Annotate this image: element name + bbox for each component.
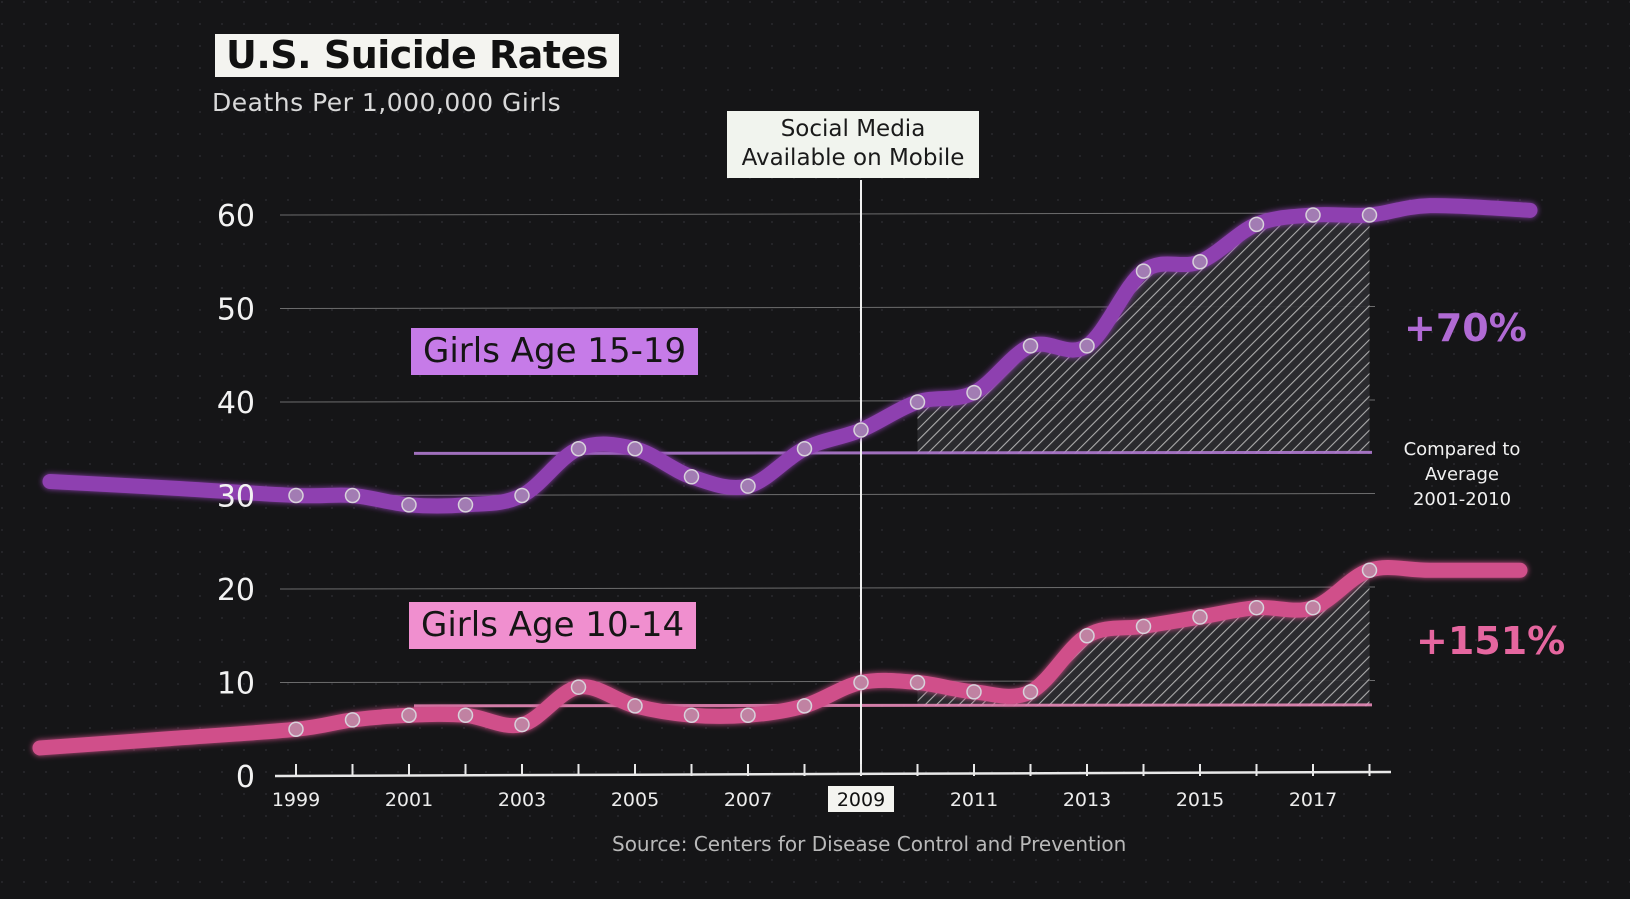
data-point-1-2007 — [740, 707, 756, 723]
y-tick-label-10: 10 — [217, 667, 255, 702]
x-tick-label-2007: 2007 — [724, 789, 772, 811]
x-axis-labels: 1999 2001 2003 2005 2007 2009 2011 2013 2015 2017 — [272, 786, 1337, 812]
x-tick-label-2017: 2017 — [1289, 789, 1337, 811]
series-line-1 — [32, 560, 1528, 756]
data-point-0-2005 — [627, 441, 643, 457]
increase-areas — [917, 214, 1370, 706]
data-point-1-2010 — [909, 674, 926, 691]
average-line-1 — [413, 703, 1373, 708]
data-point-1-2000 — [344, 712, 361, 728]
x-tick-label-2001: 2001 — [385, 789, 433, 811]
x-tick-highlight — [828, 786, 894, 812]
chart-title: U.S. Suicide Rates — [215, 34, 619, 77]
data-point-0-2013 — [1079, 338, 1095, 354]
change-label-girls-10-14: +151% — [1416, 619, 1566, 663]
data-point-1-2006 — [683, 707, 700, 723]
x-tick-label-2015: 2015 — [1176, 789, 1224, 811]
y-tick-label-40: 40 — [217, 386, 255, 421]
data-point-0-2001 — [401, 497, 417, 513]
data-point-0-2002 — [457, 497, 474, 513]
data-point-1-2002 — [457, 707, 474, 723]
data-point-0-2018 — [1361, 207, 1378, 223]
increase-area-0 — [917, 214, 1370, 454]
data-point-1-2001 — [401, 707, 417, 723]
x-axis — [274, 764, 1392, 778]
comparison-note-line-2: Average — [1425, 464, 1499, 485]
x-axis-line — [274, 770, 1392, 778]
data-point-0-2003 — [514, 487, 530, 504]
data-point-0-1999 — [288, 487, 304, 504]
data-point-1-2015 — [1192, 609, 1208, 625]
data-point-0-2010 — [909, 394, 926, 410]
data-point-0-2017 — [1305, 207, 1321, 223]
increase-area-1 — [917, 570, 1370, 706]
data-point-1-2013 — [1079, 628, 1095, 644]
data-point-1-2012 — [1022, 684, 1039, 700]
x-tick-label-2013: 2013 — [1063, 789, 1111, 811]
y-tick-label-0: 0 — [236, 760, 255, 795]
data-point-1-2005 — [627, 698, 643, 714]
y-tick-label-50: 50 — [217, 293, 255, 328]
data-point-1-2008 — [796, 698, 813, 714]
average-line-0 — [413, 450, 1373, 455]
data-point-0-2011 — [966, 384, 982, 401]
data-point-1-2017 — [1305, 599, 1321, 616]
chart-subtitle: Deaths Per 1,000,000 Girls — [212, 88, 562, 117]
x-tick-label-2011: 2011 — [950, 789, 998, 811]
series-label-girls-10-14: Girls Age 10-14 — [409, 602, 697, 649]
gridline-30 — [279, 493, 1376, 496]
data-point-0-2015 — [1192, 254, 1208, 270]
comparison-note-line-1: Compared to — [1403, 439, 1521, 460]
data-point-0-2016 — [1248, 216, 1265, 233]
y-tick-label-60: 60 — [217, 199, 255, 234]
data-point-1-2003 — [514, 716, 530, 733]
data-point-0-2006 — [683, 469, 700, 485]
data-point-0-2007 — [740, 478, 756, 494]
series-points — [288, 207, 1378, 737]
y-tick-label-20: 20 — [217, 573, 255, 608]
source-note: Source: Centers for Disease Control and … — [612, 832, 1127, 856]
data-point-1-2004 — [570, 679, 587, 695]
data-point-0-2004 — [570, 441, 587, 457]
social-media-callout: Social Media Available on Mobile — [727, 111, 979, 178]
x-tick-label-1999: 1999 — [272, 789, 320, 811]
change-label-girls-15-19: +70% — [1404, 306, 1527, 350]
x-tick-label-2009: 2009 — [837, 789, 885, 811]
data-point-0-2009 — [853, 422, 869, 438]
data-point-1-1999 — [288, 721, 304, 737]
y-tick-label-30: 30 — [217, 480, 255, 515]
data-point-0-2014 — [1135, 263, 1152, 279]
callout-line-2: Available on Mobile — [741, 145, 965, 171]
series-label-girls-15-19: Girls Age 15-19 — [411, 328, 699, 375]
comparison-note: Compared to Average 2001-2010 — [1392, 437, 1532, 512]
gridline-60 — [279, 212, 1376, 216]
x-tick-label-2003: 2003 — [498, 789, 546, 811]
data-point-1-2009 — [853, 674, 869, 691]
y-axis-labels: 0 10 20 30 40 50 60 — [217, 199, 255, 795]
data-point-0-2012 — [1022, 338, 1039, 354]
data-point-1-2011 — [966, 684, 982, 700]
data-point-1-2016 — [1248, 599, 1265, 616]
gridline-20 — [279, 586, 1376, 590]
x-tick-label-2005: 2005 — [611, 789, 659, 811]
data-point-0-2008 — [796, 441, 813, 457]
data-point-0-2000 — [344, 487, 361, 504]
data-point-1-2014 — [1135, 618, 1152, 635]
data-point-1-2018 — [1361, 562, 1378, 579]
comparison-note-line-3: 2001-2010 — [1412, 489, 1512, 510]
callout-line-1: Social Media — [780, 116, 926, 142]
gridlines — [279, 212, 1376, 683]
